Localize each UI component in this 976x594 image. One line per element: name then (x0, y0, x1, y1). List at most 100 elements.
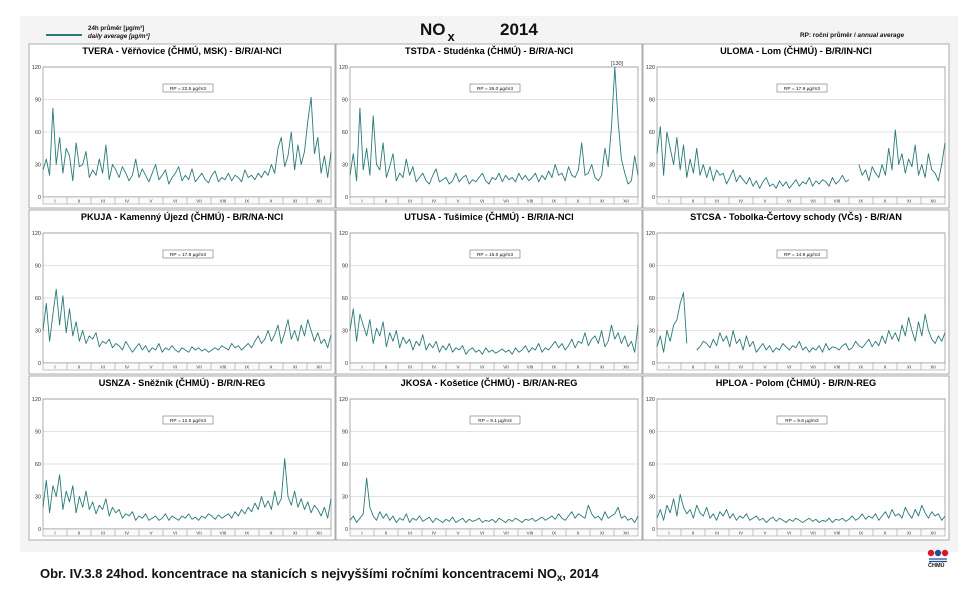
month-tick-label: VII (196, 365, 202, 370)
legend-label-english: daily average [µg/m³] (88, 33, 150, 40)
month-tick-label: X (883, 531, 886, 536)
month-tick-label: I (361, 365, 362, 370)
month-tick-label: VII (810, 199, 816, 204)
month-tick-label: III (408, 365, 412, 370)
chart-title: STCSA - Tobolka-Čertovy schody (VČs) - B… (690, 211, 902, 222)
annual-average-label: RP = 15.0 µg/m3 (477, 252, 513, 258)
month-tick-label: III (101, 531, 105, 536)
daily-average-series-line (349, 66, 639, 185)
month-tick-label: II (692, 531, 695, 536)
y-tick-label: 60 (35, 296, 41, 302)
annual-average-label: RP = 22.5 µg/m3 (170, 86, 206, 92)
y-tick-label: 60 (342, 130, 348, 136)
month-tick-label: IV (125, 365, 129, 370)
station-chart-7: USNZA - Sněžník (ČHMÚ) - B/R/N-REG 0 30 60 9… (28, 375, 336, 541)
month-tick-label: I (668, 531, 669, 536)
daily-average-series-line (349, 308, 639, 355)
annual-average-box (162, 249, 214, 259)
month-tick-label: VIII (834, 531, 841, 536)
month-tick-label: XII (930, 199, 936, 204)
month-tick-label: X (883, 199, 886, 204)
month-tick-label: X (269, 365, 272, 370)
month-tick-label: VIII (527, 531, 534, 536)
month-tick-label: IV (432, 365, 436, 370)
daily-average-series-line (656, 493, 946, 523)
month-tick-label: VI (787, 365, 791, 370)
month-tick-label: III (715, 199, 719, 204)
month-tick-label: VIII (220, 365, 227, 370)
caption-text: Obr. IV.3.8 24hod. koncentrace na stanic… (40, 566, 557, 581)
y-tick-label: 120 (646, 65, 655, 71)
month-tick-label: II (385, 531, 388, 536)
legend-label-czech: 24h průměr [µg/m³] (88, 25, 145, 32)
month-tick-label: IV (125, 199, 129, 204)
y-tick-label: 30 (342, 329, 348, 335)
month-tick-label: IX (552, 531, 556, 536)
daily-average-series-line (656, 126, 946, 189)
y-tick-label: 120 (32, 65, 41, 71)
legend-line-swatch (46, 34, 82, 36)
y-tick-label: 0 (38, 361, 41, 367)
month-tick-label: III (715, 365, 719, 370)
station-chart-9: HPLOA - Polom (ČHMÚ) - B/R/N-REG 0 30 60 90 1… (642, 375, 950, 541)
y-tick-label: 0 (652, 195, 655, 201)
y-tick-label: 30 (35, 163, 41, 169)
month-tick-label: II (78, 365, 81, 370)
month-tick-label: IX (552, 365, 556, 370)
y-tick-label: 60 (35, 130, 41, 136)
month-tick-label: I (361, 199, 362, 204)
annual-average-label: RP = 12.5 µg/m3 (170, 418, 206, 424)
month-tick-label: IX (245, 531, 249, 536)
title-subscript: x (447, 29, 455, 44)
y-tick-label: 90 (342, 264, 348, 270)
month-tick-label: VI (787, 199, 791, 204)
annual-average-box (469, 415, 521, 425)
chart-title: UTUSA - Tušimice (ČHMÚ) - B/R/IA-NCI (404, 211, 573, 222)
chart-title: ULOMA - Lom (ČHMÚ) - B/R/IN-NCI (720, 45, 872, 56)
y-tick-label: 0 (345, 361, 348, 367)
chart-title: TVERA - Věřňovice (ČHMÚ, MSK) - B/R/AI-N… (82, 45, 281, 56)
month-tick-label: X (269, 199, 272, 204)
rp-note-czech: RP: roční průměr / (800, 32, 858, 39)
legend: 24h průměr [µg/m³] daily average [µg/m³] (46, 25, 206, 45)
chart-panel-frame (28, 375, 336, 541)
y-tick-label: 0 (652, 527, 655, 533)
month-tick-label: II (385, 365, 388, 370)
y-tick-label: 0 (652, 361, 655, 367)
chart-panel-frame (28, 209, 336, 375)
month-tick-label: V (149, 531, 152, 536)
month-tick-label: VI (787, 531, 791, 536)
month-tick-label: X (576, 199, 579, 204)
y-tick-label: 0 (38, 195, 41, 201)
month-tick-label: IV (432, 199, 436, 204)
y-tick-label: 30 (35, 495, 41, 501)
month-tick-label: VII (503, 365, 509, 370)
figure-caption: Obr. IV.3.8 24hod. koncentrace na stanic… (40, 566, 599, 584)
y-tick-label: 120 (339, 397, 348, 403)
month-tick-label: II (692, 199, 695, 204)
month-tick-label: IX (245, 199, 249, 204)
month-tick-label: VIII (220, 199, 227, 204)
month-tick-label: I (668, 365, 669, 370)
station-chart-6: STCSA - Tobolka-Čertovy schody (VČs) - B… (642, 209, 950, 375)
month-tick-label: V (763, 365, 766, 370)
month-tick-label: VI (173, 531, 177, 536)
month-tick-label: VII (503, 199, 509, 204)
month-tick-label: V (763, 531, 766, 536)
month-tick-label: I (361, 531, 362, 536)
chart-title: USNZA - Sněžník (ČHMÚ) - B/R/N-REG (99, 377, 266, 388)
annual-average-box (162, 83, 214, 93)
month-tick-label: VI (480, 365, 484, 370)
month-tick-label: IV (125, 531, 129, 536)
month-tick-label: XI (907, 199, 911, 204)
caption-suffix: , 2014 (562, 566, 599, 581)
station-chart-3: ULOMA - Lom (ČHMÚ) - B/R/IN-NCI 0 30 60 90 12… (642, 43, 950, 209)
month-tick-label: XI (600, 365, 604, 370)
month-tick-label: XII (623, 531, 629, 536)
annual-average-box (776, 249, 828, 259)
y-tick-label: 90 (35, 264, 41, 270)
month-tick-label: IX (859, 199, 863, 204)
month-tick-label: IX (859, 365, 863, 370)
